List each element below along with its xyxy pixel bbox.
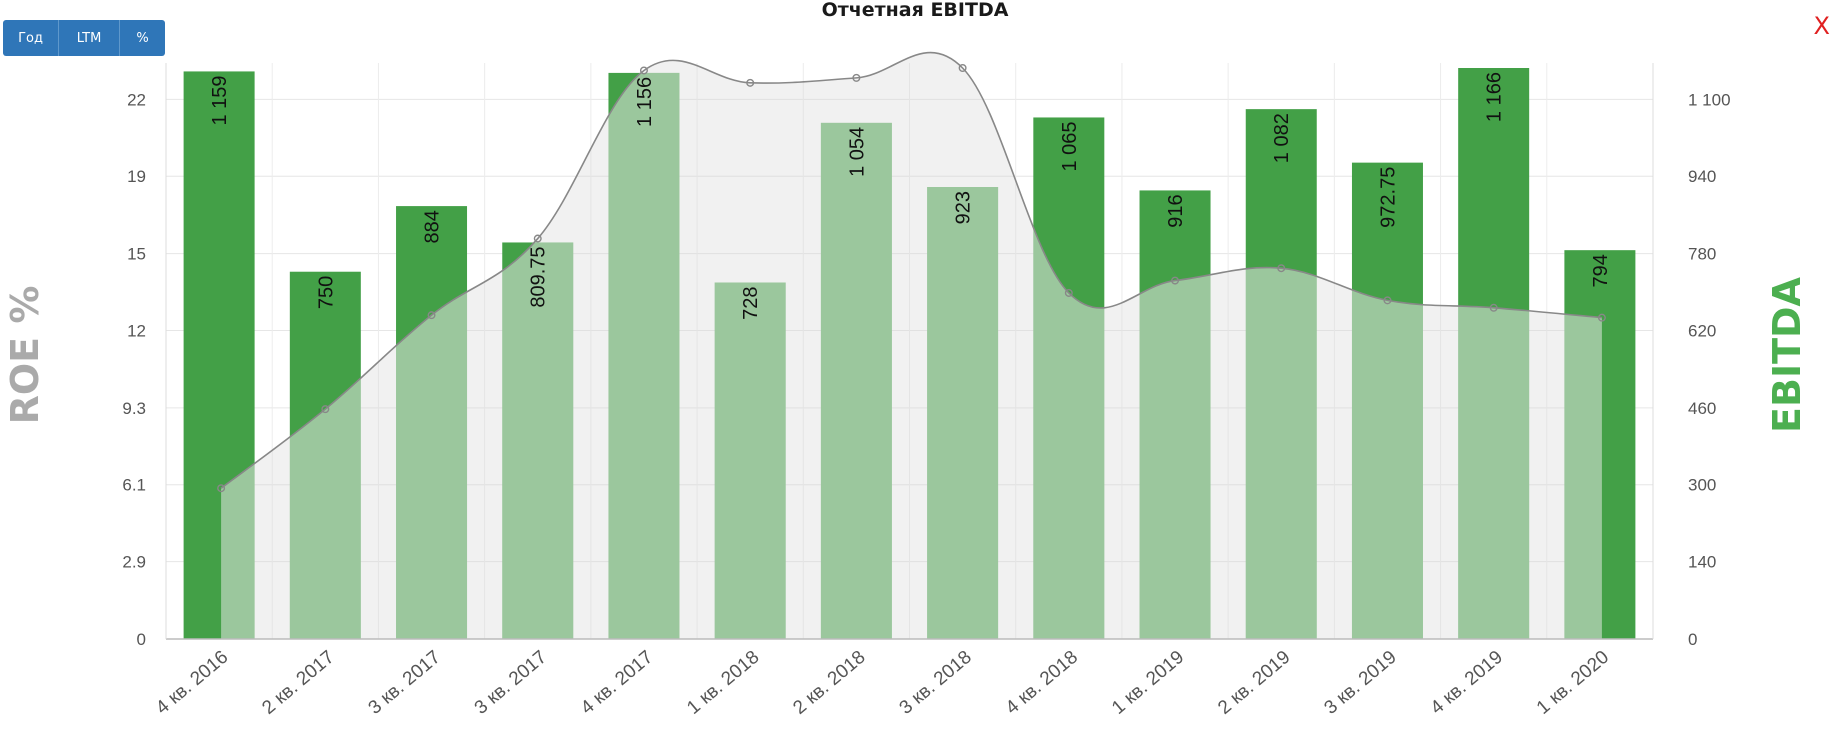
- roe-point: [746, 78, 755, 87]
- ebitda-data-label: 809.75: [528, 246, 550, 307]
- y-right-tick-label: 460: [1688, 399, 1716, 418]
- x-tick-label: 4 кв. 2016: [152, 647, 232, 719]
- x-tick-label: 3 кв. 2017: [471, 647, 551, 719]
- y-left-tick-label: 22: [127, 90, 146, 109]
- close-icon[interactable]: X: [1813, 12, 1830, 40]
- y-left-tick-label: 15: [127, 245, 146, 264]
- y-right-tick-label: 620: [1688, 321, 1716, 340]
- period-button-group: Год LTM %: [3, 20, 165, 56]
- y-right-tick-label: 300: [1688, 476, 1716, 495]
- ebitda-data-label: 1 156: [634, 77, 656, 127]
- ebitda-data-label: 1 065: [1059, 121, 1081, 171]
- y-right-tick-label: 0: [1688, 630, 1697, 649]
- ltm-button[interactable]: LTM: [59, 20, 120, 56]
- ebitda-bar-overlay: [714, 282, 786, 639]
- ebitda-bar: [1139, 190, 1211, 639]
- x-tick-label: 1 кв. 2020: [1533, 647, 1613, 719]
- x-tick-label: 4 кв. 2017: [577, 647, 657, 719]
- x-tick-label: 2 кв. 2017: [258, 647, 338, 719]
- x-tick-label: 2 кв. 2018: [789, 647, 869, 719]
- x-tick-label: 3 кв. 2019: [1320, 647, 1400, 719]
- ebitda-bar: [1033, 117, 1105, 639]
- ebitda-bar: [927, 186, 999, 639]
- x-tick-label: 4 кв. 2018: [1002, 647, 1082, 719]
- x-tick-label: 3 кв. 2017: [365, 647, 445, 719]
- roe-point: [1277, 264, 1286, 273]
- roe-point: [1171, 276, 1180, 285]
- roe-point: [1383, 296, 1392, 305]
- y-right-axis-title: EBITDA: [1765, 276, 1809, 433]
- y-left-tick-label: 0: [137, 630, 146, 649]
- roe-point: [1597, 313, 1606, 322]
- y-left-tick-label: 9.3: [122, 399, 146, 418]
- ebitda-bar: [502, 242, 574, 639]
- ebitda-data-label: 972.75: [1377, 167, 1399, 228]
- ebitda-bar: [820, 122, 892, 639]
- roe-point: [852, 73, 861, 82]
- x-tick-label: 3 кв. 2018: [896, 647, 976, 719]
- x-tick-label: 1 кв. 2019: [1108, 647, 1188, 719]
- roe-point: [1064, 288, 1073, 297]
- roe-point: [639, 66, 648, 75]
- roe-point: [958, 63, 967, 72]
- ebitda-data-label: 884: [422, 210, 444, 243]
- roe-line: [220, 51, 1602, 489]
- roe-point: [533, 234, 542, 243]
- ebitda-data-label: 1 054: [846, 127, 868, 177]
- y-left-tick-label: 6.1: [122, 476, 146, 495]
- ebitda-data-label: 1 166: [1484, 72, 1506, 122]
- ebitda-bar: [1245, 109, 1317, 640]
- roe-point: [217, 484, 226, 493]
- ebitda-data-label: 1 082: [1271, 113, 1293, 163]
- ebitda-data-label: 923: [953, 191, 975, 224]
- ebitda-data-label: 916: [1165, 194, 1187, 227]
- ebitda-bar-overlay: [608, 72, 680, 639]
- ebitda-bar-overlay: [502, 242, 574, 639]
- x-tick-label: 1 кв. 2018: [683, 647, 763, 719]
- y-left-axis-title: ROE %: [3, 286, 47, 425]
- ebitda-bar-overlay: [820, 122, 892, 639]
- ebitda-data-label: 1 159: [209, 75, 231, 125]
- x-tick-label: 2 кв. 2019: [1214, 647, 1294, 719]
- chart-title: Отчетная EBITDA: [821, 0, 1009, 21]
- y-right-tick-label: 940: [1688, 167, 1716, 186]
- y-right-tick-label: 140: [1688, 553, 1716, 572]
- x-tick-label: 4 кв. 2019: [1427, 647, 1507, 719]
- y-left-tick-label: 19: [127, 167, 146, 186]
- ebitda-bar: [183, 71, 255, 639]
- roe-point: [321, 405, 330, 414]
- y-left-tick-label: 12: [127, 321, 146, 340]
- ebitda-bar: [608, 72, 680, 639]
- roe-point: [427, 311, 436, 320]
- ebitda-bar: [714, 282, 786, 639]
- ebitda-data-label: 794: [1590, 254, 1612, 287]
- ebitda-bar: [1458, 68, 1530, 639]
- y-right-tick-label: 780: [1688, 245, 1716, 264]
- roe-point: [1489, 303, 1498, 312]
- roe-area: [221, 52, 1602, 639]
- y-left-tick-label: 2.9: [122, 553, 146, 572]
- ebitda-bar: [289, 271, 361, 639]
- percent-button[interactable]: %: [120, 20, 165, 56]
- y-right-tick-label: 1 100: [1688, 90, 1731, 109]
- ebitda-bar: [1351, 162, 1423, 639]
- ebitda-bar: [396, 206, 468, 639]
- ebitda-data-label: 728: [740, 286, 762, 319]
- ebitda-bar-overlay: [927, 186, 999, 639]
- year-button[interactable]: Год: [3, 20, 59, 56]
- ebitda-data-label: 750: [315, 276, 337, 309]
